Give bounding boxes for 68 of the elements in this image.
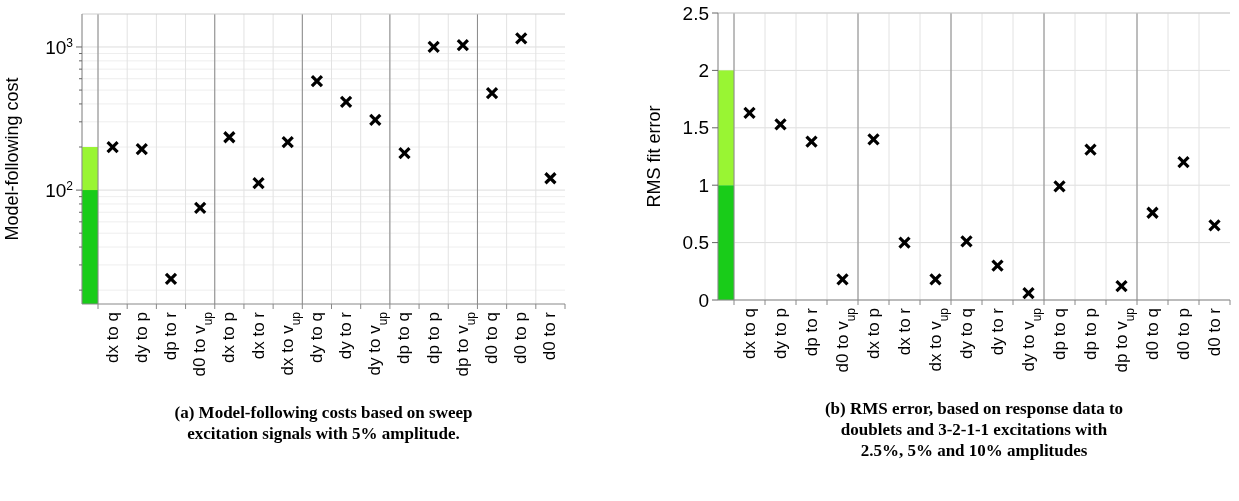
- x-tick-label: dy to q: [956, 308, 976, 360]
- x-tick-label: dy to p: [770, 308, 790, 360]
- point: [397, 146, 412, 160]
- x-tick-label: d0 to p: [511, 312, 531, 364]
- point: [835, 272, 850, 286]
- x-tick-label: dx to q: [739, 308, 759, 360]
- point: [1083, 143, 1098, 157]
- point: [1052, 179, 1067, 193]
- x-tick-label: dx to p: [219, 312, 239, 364]
- point: [222, 130, 236, 144]
- point: [742, 106, 757, 120]
- point: [990, 258, 1005, 273]
- point: [1114, 279, 1129, 293]
- point: [959, 234, 974, 249]
- x-tick-label: dx to q: [102, 312, 122, 364]
- x-tick-label: dy to p: [131, 312, 151, 364]
- point: [456, 38, 470, 52]
- y-tick-label: 1.5: [682, 117, 709, 139]
- y-tick-label: 1: [698, 174, 709, 196]
- point: [1207, 218, 1222, 232]
- point: [1176, 155, 1191, 169]
- point: [897, 236, 912, 250]
- x-tick-label: dx to r: [248, 311, 268, 360]
- x-tick-label: dp to q: [394, 312, 414, 364]
- x-tick-label: dy to q: [306, 312, 326, 364]
- point: [105, 140, 120, 154]
- x-tick-label: dx to p: [863, 308, 883, 360]
- point: [543, 171, 558, 185]
- point: [514, 31, 528, 45]
- x-tick-label: d0 to r: [1204, 307, 1224, 357]
- text: (b) RMS error, based on response data to doublets and 3-2-1-1 excitations with 2.5%, 5% and 10% amplitudes: [824, 399, 1124, 460]
- x-tick-label: d0 to q: [1142, 308, 1162, 360]
- point: [281, 135, 295, 149]
- x-tick-label: dy to r: [987, 307, 1007, 356]
- x-tick-label: dy to r: [336, 311, 356, 360]
- x-tick-label: d0 to r: [540, 311, 560, 361]
- x-tick-label: dx to r: [894, 307, 914, 356]
- y-tick-label: 0.5: [682, 232, 709, 254]
- x-tick-label: dp to p: [423, 312, 443, 364]
- y-axis-title: Model-following cost: [2, 77, 22, 241]
- point: [485, 86, 499, 100]
- y-tick-label: 0: [698, 289, 709, 311]
- y-tick-label: 2.5: [682, 2, 709, 24]
- point: [773, 117, 788, 131]
- x-tick-label: d0 to q: [482, 312, 502, 364]
- point: [135, 142, 149, 156]
- point: [368, 113, 382, 127]
- point: [251, 176, 266, 190]
- point: [804, 134, 819, 149]
- y-tick-label: 2: [698, 60, 709, 82]
- x-tick-label: d0 to p: [1173, 308, 1193, 360]
- point: [339, 95, 353, 109]
- x-tick-label: dp to r: [160, 311, 180, 361]
- point: [866, 132, 881, 146]
- y-tick-label: 10$^{2}$: [45, 178, 74, 201]
- point: [1145, 206, 1160, 220]
- x-tick-label: dp to p: [1080, 308, 1100, 360]
- y-tick-label: 10$^{3}$: [45, 35, 74, 58]
- x-tick-label: dp to q: [1049, 308, 1069, 360]
- point: [164, 272, 178, 286]
- point: [1021, 286, 1036, 300]
- y-axis-title: RMS fit error: [644, 105, 664, 208]
- point: [193, 201, 207, 215]
- point: [427, 40, 441, 54]
- point: [310, 74, 324, 88]
- point: [928, 272, 943, 286]
- x-tick-label: dp to r: [801, 307, 821, 357]
- text: (a) Model-following costs based on sweep excitation signals with 5% amplitude.: [174, 403, 473, 443]
